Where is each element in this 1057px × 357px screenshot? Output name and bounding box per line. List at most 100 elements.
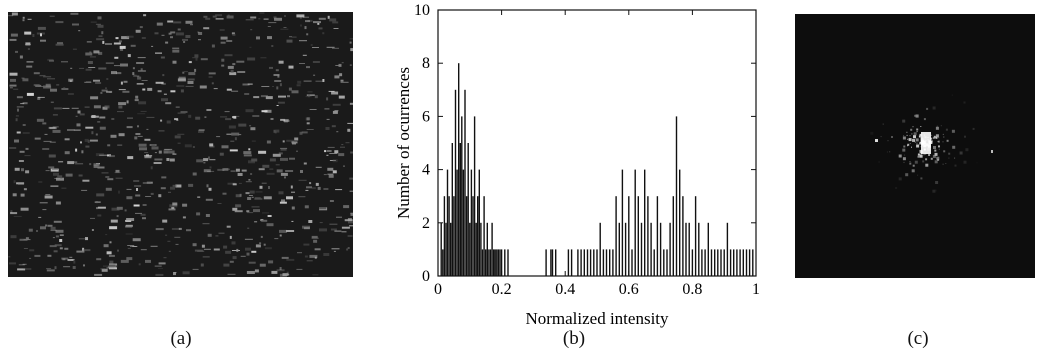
speckle-grain: [192, 268, 199, 270]
speckle-grain: [237, 71, 246, 73]
speckle-grain: [80, 141, 82, 144]
spot-grain: [875, 139, 878, 142]
speckle-grain: [165, 41, 169, 44]
histogram-bar: [488, 249, 490, 276]
speckle-grain: [303, 16, 309, 18]
histogram-bar: [461, 116, 463, 277]
histogram-bar: [475, 222, 477, 276]
speckle-grain: [154, 32, 159, 35]
speckle-grain: [49, 15, 55, 17]
speckle-grain: [223, 168, 230, 170]
speckle-grain: [182, 216, 186, 219]
speckle-grain: [37, 26, 46, 30]
speckle-grain: [158, 130, 165, 132]
spot-grain: [914, 141, 916, 143]
spot-grain: [922, 160, 925, 163]
histogram-bar: [701, 249, 703, 276]
spot-grain: [920, 126, 922, 127]
speckle-grain: [200, 263, 204, 267]
speckle-grain: [150, 192, 154, 195]
speckle-grain: [196, 159, 204, 163]
histogram-svg: 0 0.2 0.4 0.6 0.8 1 0 2 4 6 8 10 Normalized intens…: [394, 2, 760, 328]
spot-grain: [914, 114, 917, 117]
speckle-grain: [10, 212, 18, 215]
speckle-grain: [155, 52, 162, 54]
spot-grain: [917, 155, 920, 158]
speckle-grain: [273, 129, 276, 133]
speckle-grain: [64, 138, 70, 141]
speckle-grain: [323, 188, 329, 190]
histogram-bar: [497, 249, 500, 276]
speckle-grain: [73, 260, 76, 264]
x-tick-label: 0.2: [492, 281, 512, 298]
speckle-grain: [170, 90, 176, 93]
speckle-grain: [97, 206, 106, 209]
speckle-grain: [220, 41, 226, 44]
spot-grain: [915, 138, 919, 142]
speckle-grain: [221, 58, 225, 62]
speckle-grain: [116, 215, 119, 218]
spot-grain: [928, 154, 931, 156]
speckle-grain: [208, 72, 216, 75]
speckle-grain: [235, 168, 240, 172]
speckle-grain: [238, 134, 242, 136]
speckle-grain: [13, 180, 16, 184]
speckle-grain: [329, 200, 334, 202]
speckle-grain: [170, 186, 175, 190]
speckle-grain: [90, 115, 99, 118]
speckle-grain: [114, 56, 119, 59]
speckle-grain: [247, 212, 254, 214]
speckle-grain: [16, 106, 24, 108]
speckle-grain: [313, 74, 316, 76]
speckle-grain: [232, 33, 236, 36]
speckle-grain: [251, 158, 258, 162]
speckle-grain: [319, 222, 323, 224]
speckle-grain: [280, 119, 289, 120]
speckle-grain: [222, 168, 229, 171]
spot-grain: [912, 138, 915, 142]
speckle-grain: [174, 118, 179, 121]
speckle-grain: [338, 153, 345, 157]
speckle-grain: [8, 256, 11, 258]
speckle-grain: [67, 129, 75, 131]
histogram-bar: [656, 196, 659, 276]
speckle-grain: [307, 117, 311, 121]
speckle-grain: [164, 148, 173, 150]
speckle-grain: [215, 14, 223, 17]
speckle-grain: [29, 249, 35, 252]
speckle-grain: [203, 169, 211, 173]
histogram-bar: [467, 143, 469, 276]
speckle-grain: [312, 47, 319, 48]
speckle-grain: [168, 250, 171, 252]
speckle-grain: [260, 95, 268, 98]
speckle-grain: [108, 254, 115, 257]
histogram-bars: [440, 63, 754, 277]
speckle-grain: [349, 190, 356, 192]
speckle-grain: [175, 32, 184, 36]
speckle-grain: [117, 111, 124, 113]
speckle-grain: [109, 260, 114, 264]
histogram-bar: [445, 222, 447, 276]
spot-grain: [925, 158, 928, 161]
speckle-grain: [18, 160, 24, 162]
speckle-grain: [292, 143, 296, 145]
speckle-grain: [140, 68, 143, 71]
speckle-grain: [33, 72, 40, 75]
y-tick-label: 2: [422, 215, 430, 232]
spot-grain: [907, 143, 910, 146]
speckle-grain: [215, 18, 224, 20]
speckle-grain: [144, 156, 152, 159]
speckle-grain: [47, 254, 52, 257]
speckle-grain: [140, 249, 147, 251]
spot-grain: [916, 144, 920, 148]
speckle-grain: [335, 65, 342, 66]
speckle-grain: [267, 215, 272, 217]
speckle-grain: [93, 165, 98, 168]
histogram-bar: [464, 89, 466, 276]
caption-a: (a): [170, 328, 192, 349]
speckle-grain: [145, 259, 151, 263]
speckle-grain: [329, 160, 336, 161]
speckle-grain: [269, 168, 274, 170]
speckle-grain: [323, 174, 327, 176]
speckle-grain: [245, 109, 254, 113]
